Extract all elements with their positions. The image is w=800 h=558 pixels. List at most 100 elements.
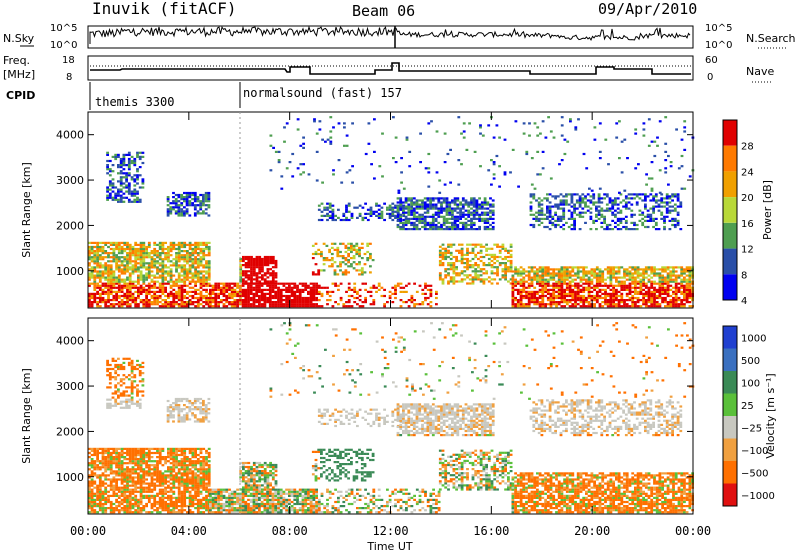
heatmap-cell [296, 303, 299, 305]
heatmap-cell [523, 133, 526, 135]
heatmap-cell [677, 193, 680, 195]
heatmap-cell [517, 275, 520, 277]
heatmap-cell [563, 272, 566, 274]
heatmap-cell [552, 270, 555, 272]
heatmap-cell [285, 297, 288, 299]
heatmap-cell [517, 303, 520, 305]
heatmap-cell [637, 287, 640, 289]
heatmap-cell [539, 289, 542, 291]
heatmap-cell [113, 297, 116, 299]
heatmap-cell [430, 291, 433, 293]
heatmap-cell [585, 283, 588, 285]
colorbar-tick-label: 16 [741, 219, 754, 230]
heatmap-cell [134, 299, 137, 301]
heatmap-cell [104, 456, 107, 458]
heatmap-cell [253, 301, 256, 303]
heatmap-cell [129, 256, 132, 258]
heatmap-cell [194, 262, 197, 264]
heatmap-cell [539, 270, 542, 272]
heatmap-cell [458, 260, 461, 262]
heatmap-cell [326, 213, 329, 215]
heatmap-cell [488, 254, 491, 256]
heatmap-cell [672, 299, 675, 301]
heatmap-cell [162, 262, 165, 264]
heatmap-cell [345, 305, 348, 307]
heatmap-cell [280, 175, 283, 177]
heatmap-cell [186, 275, 189, 277]
heatmap-cell [188, 194, 191, 196]
heatmap-cell [558, 293, 561, 295]
heatmap-cell [164, 258, 167, 260]
heatmap-cell [183, 258, 186, 260]
heatmap-cell [359, 215, 362, 217]
heatmap-cell [145, 248, 148, 250]
heatmap-cell [267, 262, 270, 264]
heatmap-cell [566, 275, 569, 277]
heatmap-cell [175, 283, 178, 285]
heatmap-cell [496, 260, 499, 262]
heatmap-cell [120, 191, 123, 193]
heatmap-cell [175, 291, 178, 293]
heatmap-cell [444, 254, 447, 256]
heatmap-cell [140, 262, 143, 264]
heatmap-cell [686, 281, 689, 283]
heatmap-cell [461, 258, 464, 260]
heatmap-cell [645, 184, 648, 186]
heatmap-cell [522, 268, 525, 270]
heatmap-cell [186, 285, 189, 287]
heatmap-cell [366, 259, 369, 261]
heatmap-cell [664, 266, 667, 268]
heatmap-cell [247, 282, 250, 284]
heatmap-cell [123, 162, 126, 164]
heatmap-cell [242, 283, 245, 285]
heatmap-cell [253, 272, 256, 274]
heatmap-cell [113, 281, 116, 283]
heatmap-cell [153, 242, 156, 244]
heatmap-cell [383, 305, 386, 307]
heatmap-cell [118, 289, 121, 291]
heatmap-cell [319, 120, 322, 122]
heatmap-cell [121, 260, 124, 262]
heatmap-cell [225, 305, 228, 307]
heatmap-cell [470, 228, 473, 230]
heatmap-cell [565, 222, 568, 224]
heatmap-cell [528, 277, 531, 279]
heatmap-cell [342, 303, 345, 305]
heatmap-cell [454, 204, 457, 206]
heatmap-cell [258, 272, 261, 274]
heatmap-cell [483, 262, 486, 264]
heatmap-cell [558, 268, 561, 270]
heatmap-cell [91, 489, 94, 491]
heatmap-cell [261, 297, 264, 299]
heatmap-cell [447, 246, 450, 248]
heatmap-cell [351, 217, 354, 219]
heatmap-cell [432, 208, 435, 210]
heatmap-cell [525, 297, 528, 299]
heatmap-cell [321, 219, 324, 221]
heatmap-cell [93, 466, 96, 468]
heatmap-cell [117, 164, 120, 166]
heatmap-cell [528, 301, 531, 303]
heatmap-cell [136, 174, 139, 176]
heatmap-cell [117, 180, 120, 182]
heatmap-cell [653, 297, 656, 299]
heatmap-cell [343, 145, 346, 147]
heatmap-cell [113, 275, 116, 277]
heatmap-cell [435, 224, 438, 226]
heatmap-cell [202, 297, 205, 299]
heatmap-cell [242, 295, 245, 297]
heatmap-cell [573, 206, 576, 208]
heatmap-cell [291, 301, 294, 303]
heatmap-cell [652, 226, 655, 228]
heatmap-cell [123, 186, 126, 188]
heatmap-cell [299, 293, 302, 295]
heatmap-cell [429, 206, 432, 208]
heatmap-cell [212, 297, 215, 299]
heatmap-cell [181, 256, 184, 258]
heatmap-cell [125, 186, 128, 188]
heatmap-cell [200, 295, 203, 297]
heatmap-cell [585, 272, 588, 274]
heatmap-cell [470, 218, 473, 220]
heatmap-cell [194, 258, 197, 260]
heatmap-cell [421, 303, 424, 305]
